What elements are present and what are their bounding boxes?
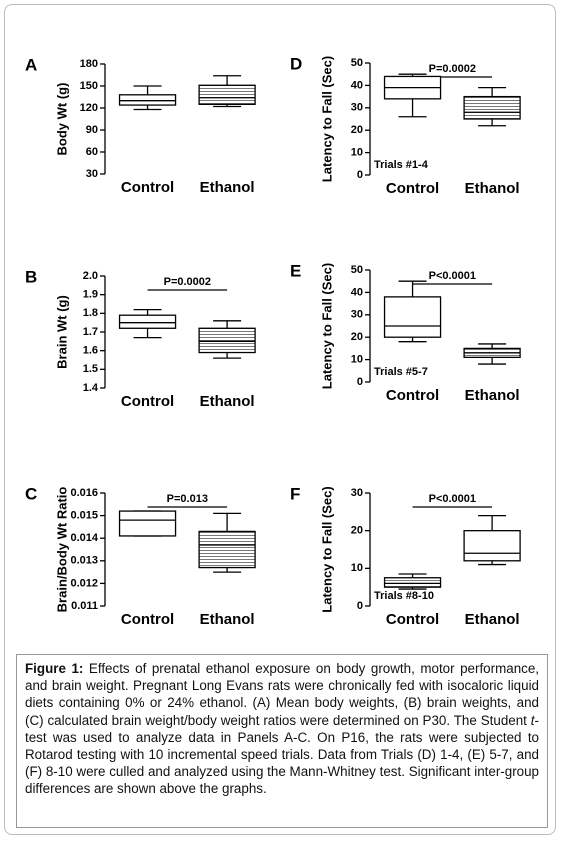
box (198, 327, 256, 354)
y-tick-label: 0.012 (70, 577, 98, 589)
panel-label: B (25, 267, 37, 286)
y-tick-label: 1.7 (83, 326, 98, 338)
y-tick-label: 0.013 (70, 555, 98, 567)
category-label: Ethanol (200, 611, 255, 628)
box (198, 530, 256, 569)
category-label: Control (386, 611, 439, 628)
y-tick-label: 30 (351, 487, 363, 499)
y-tick-label: 30 (351, 309, 363, 321)
panel-label: F (290, 484, 300, 503)
category-label: Ethanol (200, 393, 255, 410)
y-tick-label: 50 (351, 57, 363, 69)
trials-note: Trials #8-10 (374, 590, 434, 602)
y-axis-label: Latency to Fall (Sec) (319, 56, 334, 182)
box (463, 95, 521, 120)
y-axis-label: Latency to Fall (Sec) (319, 486, 334, 612)
box (198, 84, 256, 105)
y-tick-label: 40 (351, 79, 363, 91)
y-tick-label: 1.8 (83, 307, 98, 319)
category-label: Ethanol (200, 179, 255, 196)
category-label: Control (121, 393, 174, 410)
y-tick-label: 0.016 (70, 487, 98, 499)
y-tick-label: 90 (86, 124, 98, 136)
y-tick-label: 60 (86, 146, 98, 158)
y-tick-label: 1.9 (83, 289, 98, 301)
y-tick-label: 0 (357, 600, 363, 612)
y-tick-label: 180 (80, 58, 98, 70)
y-tick-label: 1.6 (83, 345, 98, 357)
significance-label: P<0.0001 (429, 493, 476, 505)
y-tick-label: 30 (351, 102, 363, 114)
y-tick-label: 10 (351, 562, 363, 574)
significance-label: P=0.0002 (164, 276, 211, 288)
significance-label: P=0.0002 (429, 63, 476, 75)
significance-label: P=0.013 (167, 493, 208, 505)
box (118, 510, 177, 537)
y-tick-label: 20 (351, 331, 363, 343)
y-tick-label: 2.0 (83, 270, 98, 282)
box (118, 94, 177, 106)
box (383, 296, 442, 338)
box (118, 314, 177, 329)
y-tick-label: 1.5 (83, 363, 98, 375)
y-tick-label: 150 (80, 80, 98, 92)
y-tick-label: 10 (351, 354, 363, 366)
box (463, 530, 521, 562)
category-label: Ethanol (465, 611, 520, 628)
category-label: Ethanol (465, 387, 520, 404)
y-tick-label: 40 (351, 286, 363, 298)
panel-label: A (25, 55, 37, 74)
y-tick-label: 0.011 (71, 600, 98, 612)
y-tick-label: 120 (80, 102, 98, 114)
category-label: Control (386, 387, 439, 404)
y-tick-label: 10 (351, 147, 363, 159)
panel-label: C (25, 484, 37, 503)
y-tick-label: 0 (357, 376, 363, 388)
y-axis-label: Brain Wt (g) (54, 295, 69, 369)
y-axis-label: Brain/Body Wt Ratio (54, 487, 69, 613)
category-label: Control (121, 179, 174, 196)
caption-text: Effects of prenatal ethanol exposure on … (25, 661, 540, 728)
caption-italic: t (530, 712, 535, 728)
trials-note: Trials #1-4 (374, 159, 429, 171)
category-label: Control (121, 611, 174, 628)
category-label: Control (386, 180, 439, 197)
y-tick-label: 30 (86, 168, 98, 180)
caption-text: -test was used to analyze data in Panels… (25, 712, 539, 797)
box (383, 577, 442, 588)
y-axis-label: Body Wt (g) (54, 83, 69, 156)
y-tick-label: 20 (351, 124, 363, 136)
y-tick-label: 0.015 (70, 510, 98, 522)
y-tick-label: 50 (351, 264, 363, 276)
figure-frame (4, 4, 556, 835)
y-tick-label: 1.4 (83, 382, 99, 394)
category-label: Ethanol (465, 180, 520, 197)
caption: Figure 1: Effects of prenatal ethanol ex… (16, 654, 548, 828)
significance-label: P<0.0001 (429, 270, 476, 282)
panel-label: D (290, 54, 302, 73)
y-tick-label: 0.014 (70, 532, 98, 544)
y-axis-label: Latency to Fall (Sec) (319, 263, 334, 389)
y-tick-label: 20 (351, 525, 363, 537)
caption-label: Figure 1: (25, 661, 84, 676)
trials-note: Trials #5-7 (374, 366, 428, 378)
charts: 30 60 90 120 150 180 Body Wt (g) A Control Ethano… (25, 54, 521, 628)
y-tick-label: 0 (357, 169, 363, 181)
panel-label: E (290, 261, 301, 280)
